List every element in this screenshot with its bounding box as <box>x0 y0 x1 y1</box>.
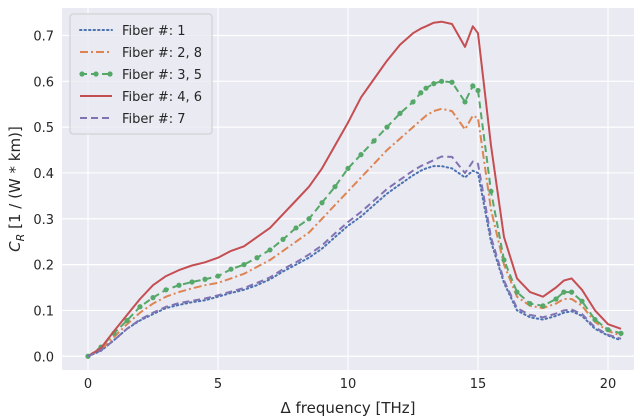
series-line-2 <box>87 107 622 358</box>
series-3-point <box>449 79 455 85</box>
series-3-point <box>267 247 273 253</box>
legend-swatch-marker <box>79 71 85 77</box>
x-tick-label: 10 <box>340 377 357 392</box>
series-3-point <box>488 188 494 194</box>
legend-label-2: Fiber #: 2, 8 <box>122 46 202 61</box>
series-3-point <box>553 296 559 302</box>
x-tick-label: 0 <box>84 377 92 392</box>
series-3-point <box>176 282 182 288</box>
series-3-point <box>345 165 351 171</box>
series-3-point <box>163 287 169 293</box>
y-axis-label-subscript: R <box>14 234 27 242</box>
legend-swatch-marker <box>93 71 99 77</box>
series-3-point <box>384 124 390 130</box>
gridlines <box>62 8 634 370</box>
series-3-point <box>215 273 221 279</box>
legend-label-3: Fiber #: 3, 5 <box>122 68 202 83</box>
series-3-point <box>124 317 130 324</box>
series-3-point <box>423 85 429 91</box>
series-3-point <box>527 300 533 307</box>
series-3-point <box>618 330 624 336</box>
series-3-point <box>189 279 195 285</box>
series-3-point <box>418 90 424 96</box>
series-3-point <box>561 289 567 295</box>
y-axis-label: CR [1 / (W * km)] <box>6 126 27 252</box>
y-tick-label: 0.2 <box>33 259 54 274</box>
series-line-3 <box>87 80 622 358</box>
x-tick-label: 15 <box>470 377 487 392</box>
series-3-point <box>202 276 208 282</box>
series-line-5 <box>87 155 622 358</box>
x-axis-label: Δ frequency [THz] <box>280 399 415 417</box>
series-3-point <box>431 81 437 87</box>
y-tick-label: 0.4 <box>33 167 54 182</box>
series-layer <box>85 20 624 359</box>
x-tick-label: 5 <box>214 377 222 392</box>
series-3-point <box>150 295 156 301</box>
series-3-point <box>569 289 575 295</box>
series-3-point <box>280 236 286 243</box>
y-tick-label: 0.1 <box>33 304 54 319</box>
series-3-point <box>514 289 520 295</box>
legend-label-4: Fiber #: 4, 6 <box>122 90 202 105</box>
series-3-point <box>462 99 468 105</box>
series-3-point <box>319 200 325 206</box>
series-3-point <box>439 78 445 84</box>
y-tick-label: 0.6 <box>33 75 54 90</box>
series-3-point <box>397 110 403 116</box>
legend-label-5: Fiber #: 7 <box>122 112 186 127</box>
series-3-point <box>540 303 546 309</box>
legend-swatch-marker <box>107 71 113 77</box>
series-3-point <box>592 316 598 323</box>
series-3-point <box>358 152 364 158</box>
y-tick-label: 0.3 <box>33 213 54 228</box>
series-line-1 <box>87 165 622 358</box>
series-3-point <box>293 225 299 231</box>
series-3-point <box>410 99 416 105</box>
x-tick-labels: 0 5 10 15 20 <box>84 377 616 392</box>
legend-box <box>69 13 213 135</box>
y-axis-label-main: C <box>6 241 24 252</box>
y-axis-label-rest: [1 / (W * km)] <box>6 126 24 233</box>
series-3-point <box>306 216 312 222</box>
y-tick-labels: 0.0 0.1 0.2 0.3 0.4 0.5 0.6 0.7 <box>33 29 54 365</box>
y-tick-label: 0.7 <box>33 29 54 44</box>
series-3-point <box>501 257 507 263</box>
y-tick-label: 0.5 <box>33 121 54 136</box>
x-tick-label: 20 <box>600 377 617 392</box>
legend: Fiber #: 1 Fiber #: 2, 8 Fiber #: 3, 5 Fibe… <box>69 13 213 135</box>
series-3-point <box>579 298 585 304</box>
series-3-point <box>228 266 234 272</box>
series-3-point <box>332 184 338 190</box>
series-3-point <box>371 138 377 144</box>
y-tick-label: 0.0 <box>33 350 54 365</box>
series-3-point <box>470 83 476 89</box>
series-3-point <box>605 327 611 333</box>
series-3-point <box>475 87 481 94</box>
legend-label-1: Fiber #: 1 <box>122 24 186 39</box>
series-3-point <box>137 304 143 310</box>
series-3-point <box>241 262 247 268</box>
series-line-4 <box>87 20 622 358</box>
series-3-point <box>254 255 260 261</box>
